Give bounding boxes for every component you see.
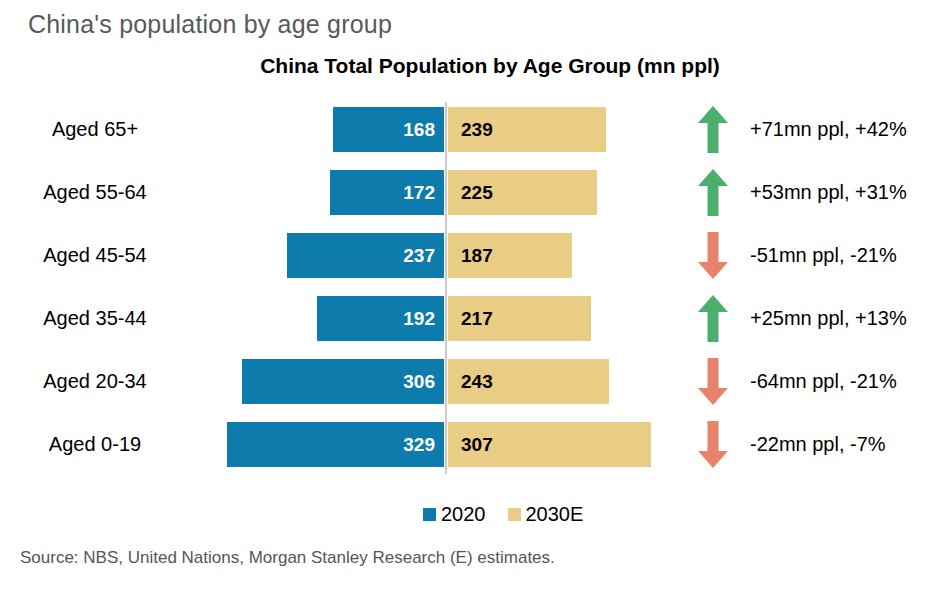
bar-value-2020: 168 bbox=[403, 119, 444, 141]
chart-title: China Total Population by Age Group (mn … bbox=[190, 54, 790, 78]
category-label: Aged 65+ bbox=[20, 107, 170, 152]
bar-2020: 306 bbox=[242, 359, 444, 404]
increase-arrow-icon bbox=[698, 170, 728, 215]
chart-row: Aged 20-34 306 243 -64mn ppl, -21% bbox=[0, 359, 952, 404]
chart-row: Aged 0-19 329 307 -22mn ppl, -7% bbox=[0, 422, 952, 467]
legend-item-2020: 2020 bbox=[423, 503, 486, 526]
bar-2030e: 239 bbox=[448, 107, 606, 152]
bar-value-2030e: 225 bbox=[448, 182, 493, 204]
category-label: Aged 0-19 bbox=[20, 422, 170, 467]
bar-2030e: 243 bbox=[448, 359, 609, 404]
bar-value-2020: 172 bbox=[403, 182, 444, 204]
chart-row: Aged 65+ 168 239 +71mn ppl, +42% bbox=[0, 107, 952, 152]
legend-item-2030e: 2030E bbox=[508, 503, 584, 526]
bar-value-2030e: 307 bbox=[448, 434, 493, 456]
category-label: Aged 45-54 bbox=[20, 233, 170, 278]
change-annotation: -51mn ppl, -21% bbox=[750, 233, 897, 278]
chart-rows: Aged 65+ 168 239 +71mn ppl, +42% Aged 55… bbox=[0, 107, 952, 485]
category-label: Aged 55-64 bbox=[20, 170, 170, 215]
source-note: Source: NBS, United Nations, Morgan Stan… bbox=[20, 548, 555, 568]
legend-swatch-2030e bbox=[508, 508, 521, 521]
legend-label-2020: 2020 bbox=[441, 503, 486, 526]
chart-row: Aged 55-64 172 225 +53mn ppl, +31% bbox=[0, 170, 952, 215]
chart-page: China's population by age group China To… bbox=[0, 0, 952, 590]
increase-arrow-icon bbox=[698, 296, 728, 341]
chart-row: Aged 45-54 237 187 -51mn ppl, -21% bbox=[0, 233, 952, 278]
decrease-arrow-icon bbox=[698, 422, 728, 467]
legend-label-2030e: 2030E bbox=[526, 503, 584, 526]
bar-value-2020: 329 bbox=[403, 434, 444, 456]
legend-swatch-2020 bbox=[423, 508, 436, 521]
bar-value-2030e: 217 bbox=[448, 308, 493, 330]
change-annotation: +25mn ppl, +13% bbox=[750, 296, 907, 341]
bar-value-2030e: 187 bbox=[448, 245, 493, 267]
bar-2020: 172 bbox=[330, 170, 444, 215]
category-label: Aged 20-34 bbox=[20, 359, 170, 404]
increase-arrow-icon bbox=[698, 107, 728, 152]
bar-value-2020: 306 bbox=[403, 371, 444, 393]
change-annotation: -22mn ppl, -7% bbox=[750, 422, 886, 467]
change-annotation: -64mn ppl, -21% bbox=[750, 359, 897, 404]
bar-value-2020: 192 bbox=[403, 308, 444, 330]
bar-value-2030e: 243 bbox=[448, 371, 493, 393]
bar-2020: 237 bbox=[287, 233, 444, 278]
bar-value-2020: 237 bbox=[403, 245, 444, 267]
change-annotation: +53mn ppl, +31% bbox=[750, 170, 907, 215]
category-label: Aged 35-44 bbox=[20, 296, 170, 341]
bar-2030e: 187 bbox=[448, 233, 572, 278]
bar-2020: 168 bbox=[333, 107, 444, 152]
bar-2030e: 225 bbox=[448, 170, 597, 215]
bar-2020: 192 bbox=[317, 296, 444, 341]
bar-value-2030e: 239 bbox=[448, 119, 493, 141]
chart-row: Aged 35-44 192 217 +25mn ppl, +13% bbox=[0, 296, 952, 341]
bar-2020: 329 bbox=[227, 422, 444, 467]
decrease-arrow-icon bbox=[698, 359, 728, 404]
bar-2030e: 307 bbox=[448, 422, 651, 467]
decrease-arrow-icon bbox=[698, 233, 728, 278]
legend: 2020 2030E bbox=[423, 503, 583, 526]
change-annotation: +71mn ppl, +42% bbox=[750, 107, 907, 152]
bar-2030e: 217 bbox=[448, 296, 591, 341]
page-title: China's population by age group bbox=[28, 10, 392, 39]
